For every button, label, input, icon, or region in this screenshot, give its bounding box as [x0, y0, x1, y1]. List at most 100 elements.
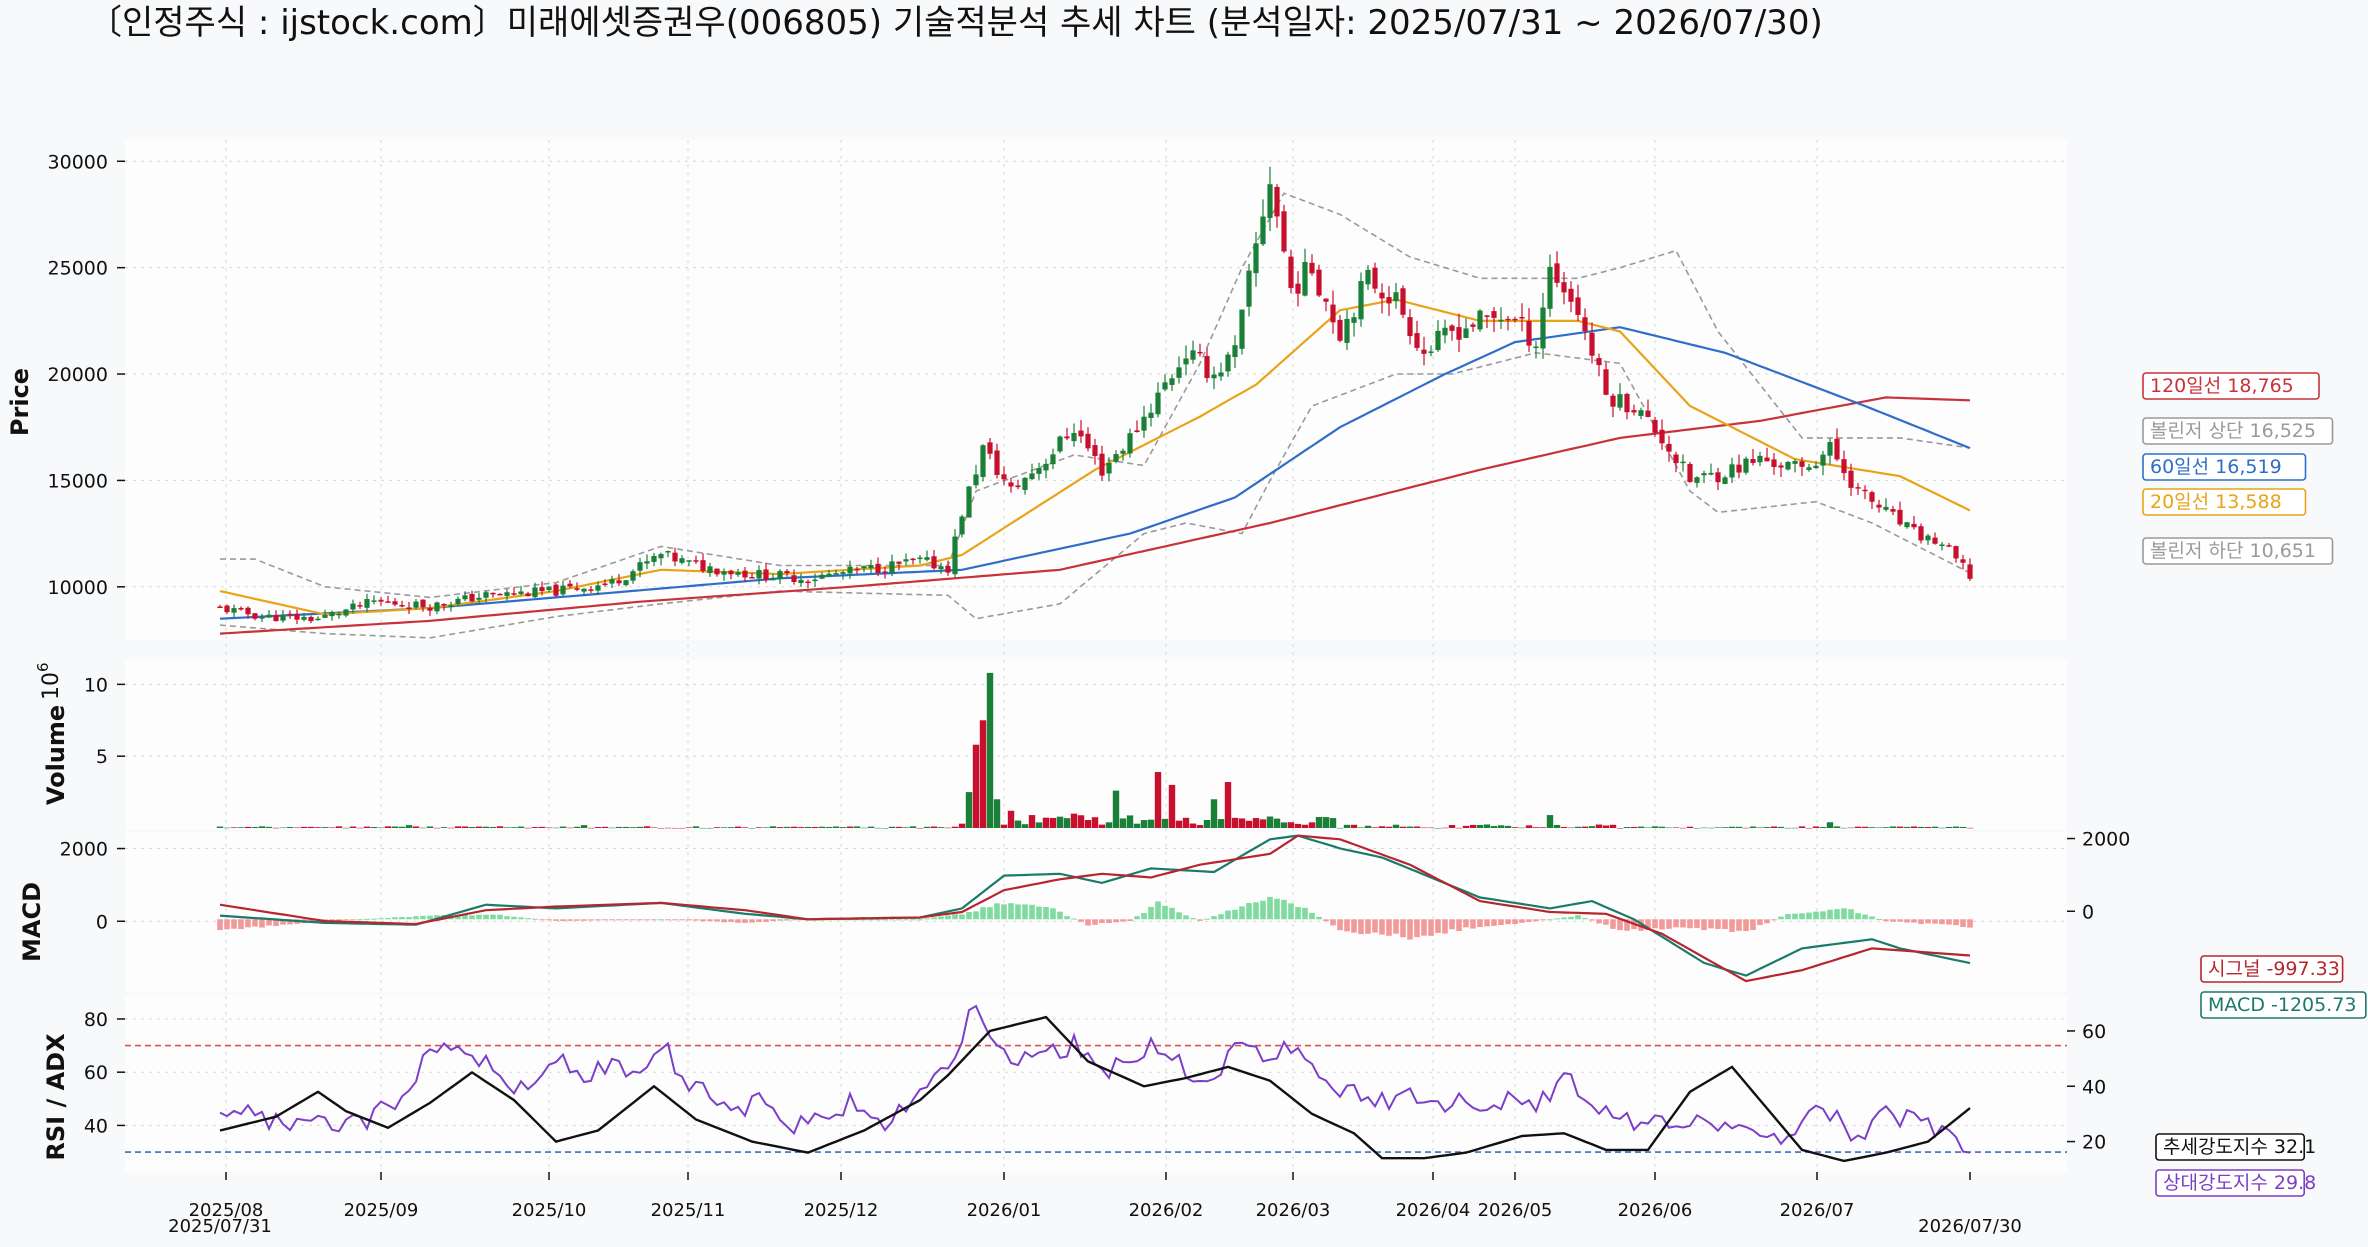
- volume-bar: [664, 827, 672, 829]
- candle-body: [315, 618, 321, 621]
- volume-bar: [370, 826, 378, 828]
- ma120-line: [219, 396, 1971, 635]
- candle-body: [1932, 537, 1938, 544]
- volume-bar: [1497, 825, 1505, 828]
- candle-body: [1477, 310, 1483, 330]
- macd-histogram-bar: [882, 919, 888, 921]
- candle-body: [1582, 317, 1588, 332]
- macd-histogram-bar: [770, 919, 776, 922]
- volume-bar: [230, 827, 238, 828]
- volume-bar: [678, 827, 686, 829]
- macd-histogram-bar: [1288, 903, 1294, 920]
- volume-bar: [846, 826, 854, 828]
- macd-histogram-bar: [490, 914, 496, 920]
- candle-body: [1890, 509, 1896, 512]
- volume-bar: [1259, 819, 1267, 828]
- candle-body: [1960, 559, 1966, 563]
- volume-bar: [1882, 827, 1890, 828]
- macd-histogram-bar: [1799, 913, 1805, 920]
- candle-body: [1841, 459, 1847, 474]
- macd-histogram-bar: [1561, 917, 1567, 920]
- macd-histogram-bar: [714, 919, 720, 922]
- volume-bar: [1826, 822, 1834, 828]
- volume-tick-label: 10: [84, 674, 108, 696]
- candle-body: [868, 565, 874, 569]
- volume-bar: [951, 826, 959, 828]
- macd-histogram-bar: [1064, 916, 1070, 920]
- macd-histogram-bar: [1582, 918, 1588, 920]
- macd-histogram-bar: [980, 907, 986, 920]
- volume-bar: [1644, 827, 1652, 828]
- volume-bar: [1749, 826, 1757, 828]
- volume-bar: [1385, 826, 1393, 828]
- volume-bar: [419, 827, 427, 829]
- candle-body: [1617, 394, 1623, 408]
- candle-body: [1904, 522, 1910, 528]
- volume-bar: [517, 826, 525, 828]
- candle-body: [945, 565, 951, 573]
- macd-histogram-bar: [1316, 916, 1322, 920]
- macd-histogram-bar: [1407, 919, 1413, 940]
- macd-histogram-bar: [1456, 919, 1462, 931]
- volume-bar: [538, 826, 546, 828]
- volume-bar: [902, 827, 910, 828]
- macd-right-tick-label: 0: [2082, 901, 2094, 923]
- candle-body: [483, 592, 489, 598]
- macd-annotation-label: 시그널 -997.33: [2208, 958, 2340, 980]
- volume-bar: [1084, 820, 1092, 828]
- macd-histogram-bar: [1533, 919, 1539, 922]
- volume-bar: [1518, 827, 1526, 829]
- macd-histogram-bar: [952, 914, 958, 920]
- macd-histogram-bar: [399, 917, 405, 920]
- candle-body: [805, 581, 811, 584]
- candle-body: [1141, 416, 1147, 431]
- macd-axis-label: MACD: [18, 882, 46, 962]
- macd-histogram-bar: [1918, 919, 1924, 925]
- volume-bar: [608, 827, 616, 829]
- candle-body: [553, 584, 559, 596]
- macd-histogram-bar: [1120, 919, 1126, 922]
- candle-body: [791, 575, 797, 583]
- macd-histogram-bar: [665, 919, 671, 921]
- macd-histogram-bar: [735, 919, 741, 923]
- macd-histogram-bar: [1491, 919, 1497, 926]
- volume-bar: [1651, 826, 1659, 828]
- volume-bar: [384, 826, 392, 828]
- volume-bar: [1427, 827, 1435, 829]
- macd-histogram-bar: [350, 919, 356, 921]
- macd-histogram-bar: [504, 916, 510, 920]
- candle-body: [287, 613, 293, 616]
- volume-bar: [636, 826, 644, 828]
- candle-body: [1652, 419, 1658, 433]
- price-tick-label: 15000: [48, 470, 108, 492]
- macd-histogram-bar: [1106, 919, 1112, 924]
- candle-body: [1561, 282, 1567, 293]
- volume-bar: [1938, 827, 1946, 829]
- volume-bar: [1168, 784, 1176, 828]
- macd-annotation-box: [2200, 955, 2344, 983]
- candle-body: [1316, 269, 1322, 296]
- volume-bar: [356, 827, 364, 829]
- macd-histogram-bar: [742, 919, 748, 923]
- macd-line: [219, 834, 1971, 977]
- macd-histogram-bar: [1652, 919, 1658, 929]
- x-tick-label: 2025/09: [344, 1200, 419, 1221]
- volume-bar: [447, 827, 455, 829]
- macd-histogram-bar: [413, 916, 419, 920]
- macd-histogram-bar: [868, 919, 874, 921]
- macd-histogram-bar: [1960, 919, 1966, 927]
- macd-histogram-bar: [1463, 919, 1469, 928]
- volume-bar: [930, 826, 938, 828]
- volume-bar: [1868, 827, 1876, 828]
- volume-bar: [867, 826, 875, 828]
- candle-body: [1638, 410, 1644, 416]
- volume-bar: [685, 827, 693, 828]
- candle-body: [882, 571, 888, 573]
- macd-histogram-bar: [1057, 911, 1063, 920]
- candle-body: [1540, 307, 1546, 349]
- macd-histogram-bar: [1659, 919, 1665, 930]
- candle-body: [826, 573, 832, 577]
- macd-histogram-bar: [630, 919, 636, 921]
- volume-bar: [1301, 824, 1309, 828]
- volume-scale-label: 106: [34, 662, 64, 700]
